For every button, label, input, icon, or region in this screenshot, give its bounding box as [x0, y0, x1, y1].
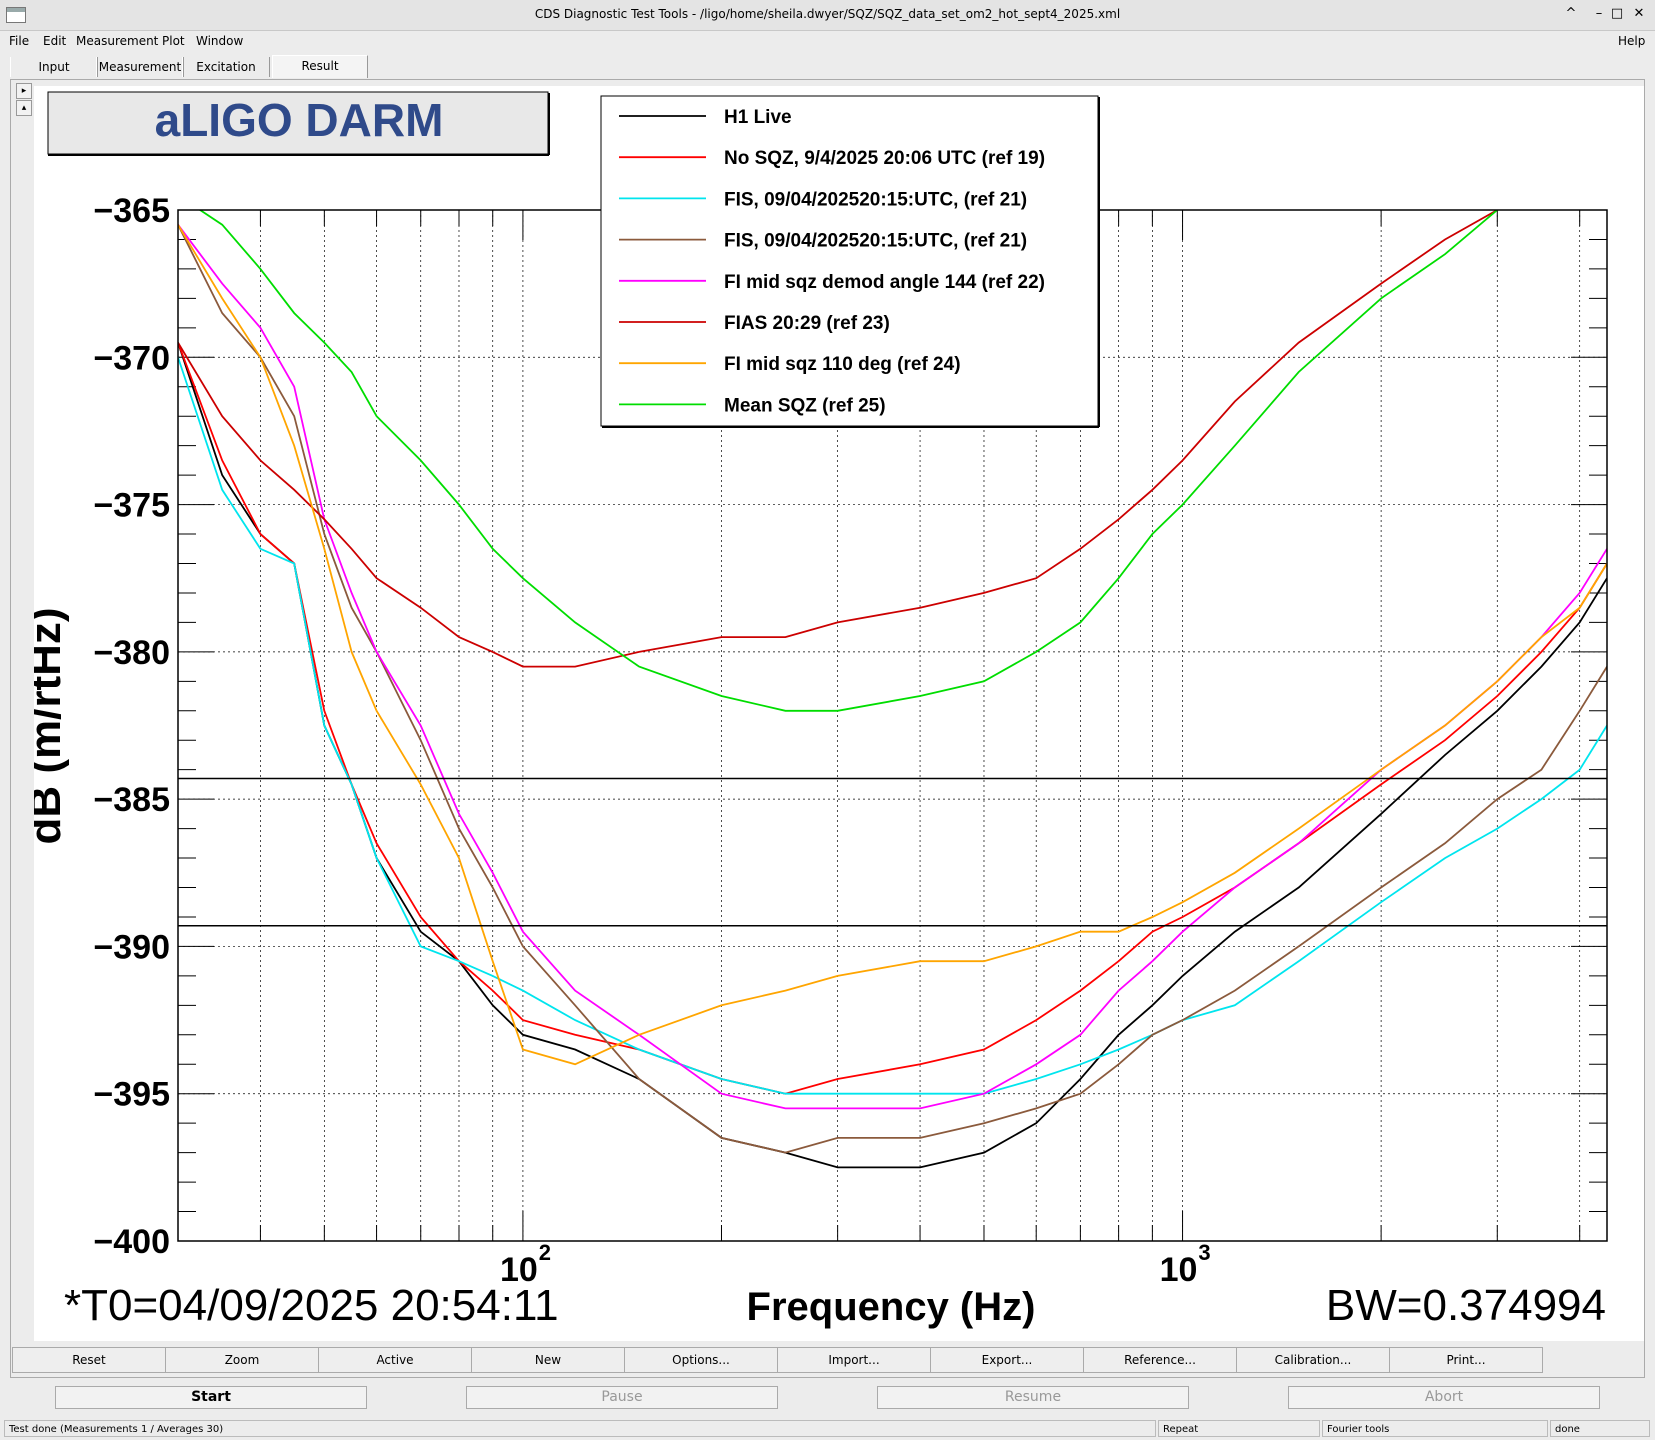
close-icon[interactable]: ✕	[1633, 6, 1645, 21]
status-bar: Test done (Measurements 1 / Averages 30)…	[0, 1418, 1655, 1440]
y-axis-label: dB (m/rtHz)	[34, 607, 70, 844]
app-window-icon[interactable]	[6, 7, 26, 23]
shade-icon[interactable]: ^	[1565, 6, 1577, 21]
resume-button[interactable]: Resume	[877, 1386, 1189, 1409]
y-tick-label: −395	[93, 1076, 170, 1114]
bandwidth-label: BW=0.374994	[1326, 1281, 1606, 1330]
reference-button[interactable]: Reference...	[1083, 1347, 1237, 1373]
x-axis-label: Frequency (Hz)	[747, 1285, 1036, 1329]
x-tick-label: 10	[500, 1251, 538, 1289]
x-tick-exponent: 2	[539, 1240, 551, 1265]
y-tick-labels: −365 −370 −375 −380 −385 −390 −395 −400	[93, 192, 170, 1261]
nav-right-arrow-icon[interactable]: ▸	[16, 83, 32, 99]
y-tick-label: −370	[93, 339, 170, 377]
y-tick-label: −385	[93, 781, 170, 819]
new-button[interactable]: New	[471, 1347, 625, 1373]
active-button[interactable]: Active	[318, 1347, 472, 1373]
y-tick-label: −390	[93, 928, 170, 966]
zoom-button[interactable]: Zoom	[165, 1347, 319, 1373]
x-tick-label: 10	[1160, 1251, 1198, 1289]
y-tick-label: −365	[93, 192, 170, 230]
y-tick-label: −400	[93, 1223, 170, 1261]
legend-label: FIS, 09/04/202520:15:UTC, (ref 21)	[724, 231, 1027, 252]
title-bar: CDS Diagnostic Test Tools - /ligo/home/s…	[0, 0, 1655, 31]
status-message: Test done (Measurements 1 / Averages 30)	[4, 1420, 1156, 1437]
t0-timestamp: *T0=04/09/2025 20:54:11	[64, 1281, 559, 1330]
print-button[interactable]: Print...	[1389, 1347, 1543, 1373]
status-fourier-tools: Fourier tools	[1322, 1420, 1548, 1437]
window-title: CDS Diagnostic Test Tools - /ligo/home/s…	[534, 7, 1121, 21]
export-button[interactable]: Export...	[930, 1347, 1084, 1373]
menu-window[interactable]: Window	[196, 34, 244, 48]
legend-label: FIAS 20:29 (ref 23)	[724, 313, 890, 334]
options-button[interactable]: Options...	[624, 1347, 778, 1373]
series-line-2	[178, 357, 1607, 1095]
y-tick-label: −375	[93, 487, 170, 525]
x-tick-labels: 10 2 10 3	[500, 1240, 1211, 1289]
pause-button[interactable]: Pause	[466, 1386, 778, 1409]
menu-help[interactable]: Help	[1618, 34, 1646, 48]
menu-measurement[interactable]: Measurement	[76, 34, 159, 48]
legend-label: H1 Live	[724, 107, 792, 128]
status-repeat: Repeat	[1158, 1420, 1320, 1437]
start-button[interactable]: Start	[55, 1386, 367, 1409]
series-line-7	[198, 210, 1499, 712]
status-state: done	[1550, 1420, 1650, 1437]
legend-label: FI mid sqz demod angle 144 (ref 22)	[724, 272, 1045, 293]
calibration-button[interactable]: Calibration...	[1236, 1347, 1390, 1373]
maximize-icon[interactable]: □	[1610, 6, 1624, 21]
legend-box	[600, 95, 1099, 427]
abort-button[interactable]: Abort	[1288, 1386, 1600, 1409]
series-line-6	[178, 224, 1607, 1066]
legend-label: Mean SQZ (ref 25)	[724, 395, 886, 416]
tab-excitation[interactable]: Excitation	[182, 57, 270, 77]
menu-plot[interactable]: Plot	[162, 34, 185, 48]
control-bar: Start Pause Resume Abort	[0, 1382, 1655, 1412]
tab-input[interactable]: Input	[10, 57, 98, 77]
cursor-lines	[178, 777, 1607, 927]
plot-toolbar: Reset Zoom Active New Options... Import.…	[12, 1347, 1641, 1373]
series-group	[178, 210, 1607, 1169]
plot-title: aLIGO DARM	[155, 94, 444, 146]
menu-bar: File Edit Measurement Plot Window Help	[0, 31, 1655, 53]
series-line-3	[178, 224, 1607, 1154]
legend: H1 Live No SQZ, 9/4/2025 20:06 UTC (ref 1…	[600, 95, 1100, 428]
x-tick-exponent: 3	[1198, 1240, 1210, 1265]
plot-title-box	[47, 91, 549, 155]
plot-canvas[interactable]: aLIGO DARM −365−370−375−380−385−390−395−…	[34, 86, 1644, 1341]
tab-measurement[interactable]: Measurement	[96, 57, 184, 77]
minimize-icon[interactable]: –	[1595, 6, 1603, 21]
tab-bar: Input Measurement Excitation Result	[0, 55, 1655, 79]
y-tick-label: −380	[93, 634, 170, 672]
legend-label: No SQZ, 9/4/2025 20:06 UTC (ref 19)	[724, 148, 1045, 169]
tab-result[interactable]: Result	[272, 55, 368, 78]
nav-up-arrow-icon[interactable]: ▴	[16, 100, 32, 116]
legend-label: FIS, 09/04/202520:15:UTC, (ref 21)	[724, 189, 1027, 210]
menu-file[interactable]: File	[9, 34, 30, 48]
menu-edit[interactable]: Edit	[43, 34, 67, 48]
import-button[interactable]: Import...	[777, 1347, 931, 1373]
reset-button[interactable]: Reset	[12, 1347, 166, 1373]
legend-label: FI mid sqz 110 deg (ref 24)	[724, 354, 961, 375]
series-line-5	[178, 210, 1499, 668]
